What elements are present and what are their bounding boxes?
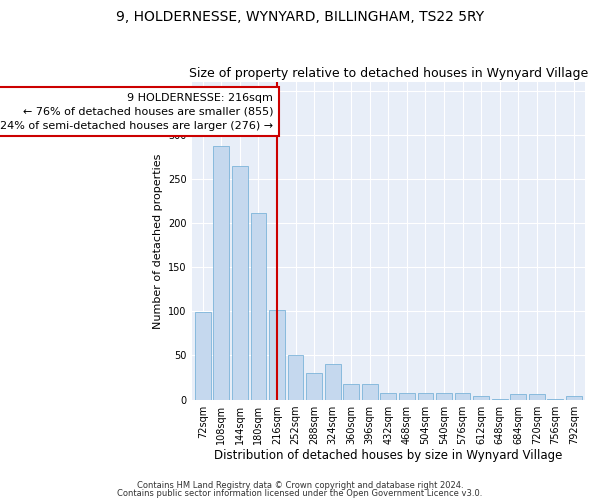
X-axis label: Distribution of detached houses by size in Wynyard Village: Distribution of detached houses by size …	[214, 450, 562, 462]
Bar	[362, 384, 377, 400]
Bar	[195, 312, 211, 400]
Bar	[269, 310, 285, 400]
Bar	[287, 356, 304, 400]
Bar	[306, 373, 322, 400]
Y-axis label: Number of detached properties: Number of detached properties	[152, 153, 163, 328]
Bar	[436, 394, 452, 400]
Text: Contains public sector information licensed under the Open Government Licence v3: Contains public sector information licen…	[118, 488, 482, 498]
Text: Contains HM Land Registry data © Crown copyright and database right 2024.: Contains HM Land Registry data © Crown c…	[137, 481, 463, 490]
Bar	[511, 394, 526, 400]
Bar	[492, 398, 508, 400]
Bar	[566, 396, 582, 400]
Bar	[547, 398, 563, 400]
Bar	[380, 394, 396, 400]
Bar	[214, 146, 229, 400]
Bar	[343, 384, 359, 400]
Text: 9 HOLDERNESSE: 216sqm
← 76% of detached houses are smaller (855)
24% of semi-det: 9 HOLDERNESSE: 216sqm ← 76% of detached …	[0, 92, 273, 130]
Title: Size of property relative to detached houses in Wynyard Village: Size of property relative to detached ho…	[188, 66, 588, 80]
Bar	[251, 214, 266, 400]
Bar	[529, 394, 545, 400]
Bar	[473, 396, 489, 400]
Bar	[455, 392, 470, 400]
Bar	[325, 364, 341, 400]
Text: 9, HOLDERNESSE, WYNYARD, BILLINGHAM, TS22 5RY: 9, HOLDERNESSE, WYNYARD, BILLINGHAM, TS2…	[116, 10, 484, 24]
Bar	[399, 394, 415, 400]
Bar	[232, 166, 248, 400]
Bar	[418, 394, 433, 400]
